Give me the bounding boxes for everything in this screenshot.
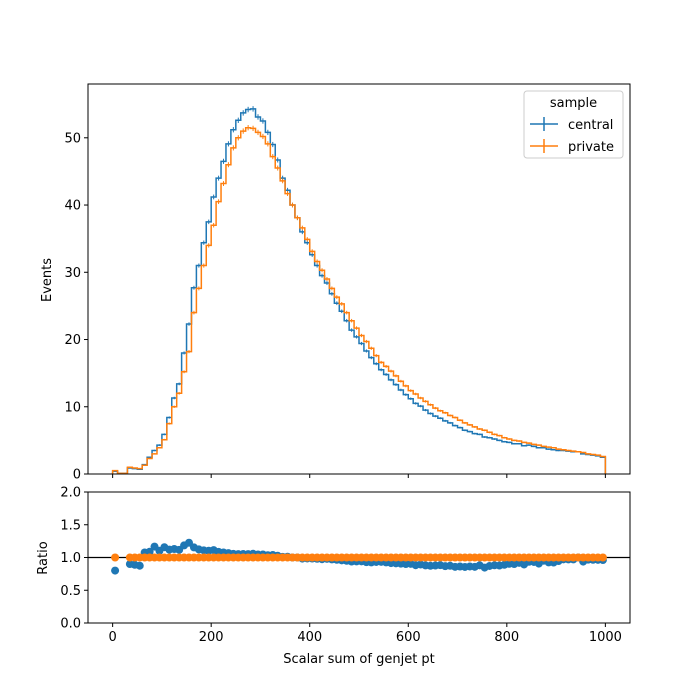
legend-title: sample	[550, 96, 597, 111]
ratio-point-central	[135, 561, 144, 570]
main-panel: 0 10 20 30 40 50	[64, 83, 631, 483]
y-tick-label: 0.5	[60, 584, 81, 599]
y-tick-label: 1.0	[60, 551, 81, 566]
y-axis-label-events: Events	[40, 258, 55, 302]
ratio-point-central	[111, 566, 120, 575]
ratio-point-central	[145, 547, 154, 556]
main-panel-frame	[87, 83, 631, 475]
ratio-point-private	[111, 553, 120, 562]
x-tick-label: 800	[494, 630, 519, 645]
ratio-panel: 0.0 0.5 1.0 1.5 2.0 0 200 400 600 800 1000	[60, 486, 631, 645]
y-tick-label: 1.5	[60, 518, 81, 533]
x-tick-label: 1000	[589, 630, 622, 645]
y-tick-label: 10	[64, 400, 81, 415]
legend: sample central private	[523, 90, 624, 159]
y-tick-label: 20	[64, 333, 81, 348]
x-tick-label: 600	[396, 630, 421, 645]
x-tick-label: 200	[199, 630, 224, 645]
y-tick-label: 0.0	[60, 617, 81, 632]
y-tick-label: 2.0	[60, 486, 81, 501]
legend-central-label: central	[568, 118, 613, 133]
legend-private-label: private	[568, 140, 614, 155]
y-tick-label: 40	[64, 199, 81, 214]
y-tick-label: 50	[64, 131, 81, 146]
x-tick-label: 0	[108, 630, 116, 645]
y-tick-label: 0	[73, 468, 81, 483]
y-tick-label: 30	[64, 266, 81, 281]
series-central-step	[111, 108, 607, 475]
ratio-point-private	[598, 553, 607, 562]
series-private-step	[111, 126, 607, 475]
y-axis-label-ratio: Ratio	[36, 541, 51, 574]
x-axis-label: Scalar sum of genjet pt	[283, 652, 435, 667]
legend-box	[523, 90, 624, 159]
x-tick-label: 400	[297, 630, 322, 645]
